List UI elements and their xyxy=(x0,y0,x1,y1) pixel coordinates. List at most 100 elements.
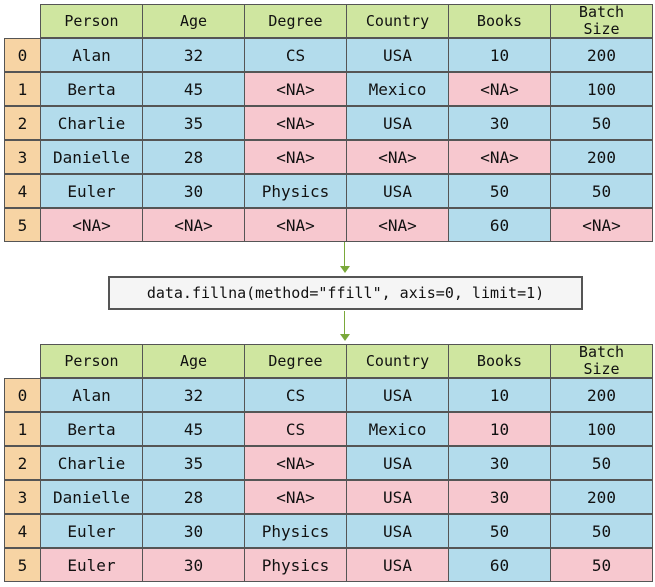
column-header-books: Books xyxy=(448,4,551,38)
code-expression: data.fillna(method="ffill", axis=0, limi… xyxy=(108,276,583,310)
cell-books: 10 xyxy=(448,412,551,446)
cell-country: USA xyxy=(346,106,449,140)
cell-degree: Physics xyxy=(244,548,347,582)
arrow-down-icon xyxy=(340,266,350,273)
row-index: 4 xyxy=(4,514,41,548)
row-index: 2 xyxy=(4,446,41,480)
arrow-down-icon xyxy=(340,334,350,341)
batch-size-line-1: Batch xyxy=(578,343,625,361)
cell-batch-size: 50 xyxy=(550,514,653,548)
cell-age: 32 xyxy=(142,38,245,72)
cell-batch-size: 50 xyxy=(550,106,653,140)
row-index: 3 xyxy=(4,140,41,174)
connector-line-bottom xyxy=(344,311,345,336)
batch-size-line-1: Batch xyxy=(578,3,625,21)
cell-books: 60 xyxy=(448,208,551,242)
cell-age: 30 xyxy=(142,514,245,548)
column-header-age: Age xyxy=(142,4,245,38)
cell-degree: <NA> xyxy=(244,208,347,242)
cell-degree: CS xyxy=(244,38,347,72)
cell-age: 35 xyxy=(142,446,245,480)
row-index: 5 xyxy=(4,208,41,242)
cell-books: 60 xyxy=(448,548,551,582)
row-index: 0 xyxy=(4,378,41,412)
cell-age: 35 xyxy=(142,106,245,140)
cell-country: Mexico xyxy=(346,412,449,446)
column-header-country: Country xyxy=(346,344,449,378)
cell-age: 45 xyxy=(142,72,245,106)
cell-country: Mexico xyxy=(346,72,449,106)
cell-books: 30 xyxy=(448,480,551,514)
column-header-degree: Degree xyxy=(244,4,347,38)
column-header-batch-size: Batch Size xyxy=(550,4,653,38)
cell-books: 10 xyxy=(448,378,551,412)
column-header-person: Person xyxy=(40,344,143,378)
cell-books: 50 xyxy=(448,174,551,208)
cell-country: USA xyxy=(346,480,449,514)
row-index: 0 xyxy=(4,38,41,72)
column-header-person: Person xyxy=(40,4,143,38)
cell-person: Alan xyxy=(40,378,143,412)
cell-age: 45 xyxy=(142,412,245,446)
cell-batch-size: 200 xyxy=(550,378,653,412)
cell-degree: <NA> xyxy=(244,72,347,106)
cell-person: Berta xyxy=(40,412,143,446)
cell-degree: <NA> xyxy=(244,446,347,480)
column-header-country: Country xyxy=(346,4,449,38)
cell-person: Euler xyxy=(40,514,143,548)
cell-degree: CS xyxy=(244,412,347,446)
row-index: 1 xyxy=(4,72,41,106)
cell-books: 10 xyxy=(448,38,551,72)
connector-line-top xyxy=(344,242,345,266)
cell-country: <NA> xyxy=(346,140,449,174)
cell-batch-size: 50 xyxy=(550,174,653,208)
column-header-batch-size: Batch Size xyxy=(550,344,653,378)
cell-batch-size: 50 xyxy=(550,446,653,480)
cell-person: Alan xyxy=(40,38,143,72)
cell-country: USA xyxy=(346,446,449,480)
cell-batch-size: 200 xyxy=(550,38,653,72)
cell-books: <NA> xyxy=(448,140,551,174)
row-index: 1 xyxy=(4,412,41,446)
cell-degree: <NA> xyxy=(244,140,347,174)
column-header-books: Books xyxy=(448,344,551,378)
cell-batch-size: <NA> xyxy=(550,208,653,242)
cell-country: USA xyxy=(346,38,449,72)
cell-age: 30 xyxy=(142,548,245,582)
row-index: 4 xyxy=(4,174,41,208)
batch-size-line-2: Size xyxy=(583,360,620,378)
cell-person: Danielle xyxy=(40,140,143,174)
cell-person: Euler xyxy=(40,174,143,208)
cell-person: Berta xyxy=(40,72,143,106)
cell-country: USA xyxy=(346,378,449,412)
cell-degree: Physics xyxy=(244,514,347,548)
cell-person: Charlie xyxy=(40,106,143,140)
cell-age: 28 xyxy=(142,140,245,174)
cell-batch-size: 200 xyxy=(550,480,653,514)
row-index: 3 xyxy=(4,480,41,514)
cell-books: 50 xyxy=(448,514,551,548)
cell-age: 32 xyxy=(142,378,245,412)
cell-books: 30 xyxy=(448,446,551,480)
cell-batch-size: 50 xyxy=(550,548,653,582)
cell-country: <NA> xyxy=(346,208,449,242)
cell-country: USA xyxy=(346,548,449,582)
batch-size-line-2: Size xyxy=(583,20,620,38)
cell-degree: <NA> xyxy=(244,480,347,514)
cell-batch-size: 200 xyxy=(550,140,653,174)
cell-batch-size: 100 xyxy=(550,72,653,106)
cell-country: USA xyxy=(346,514,449,548)
row-index: 5 xyxy=(4,548,41,582)
cell-person: Euler xyxy=(40,548,143,582)
cell-person: Charlie xyxy=(40,446,143,480)
cell-books: <NA> xyxy=(448,72,551,106)
column-header-degree: Degree xyxy=(244,344,347,378)
cell-age: 28 xyxy=(142,480,245,514)
cell-batch-size: 100 xyxy=(550,412,653,446)
cell-degree: <NA> xyxy=(244,106,347,140)
cell-books: 30 xyxy=(448,106,551,140)
row-index: 2 xyxy=(4,106,41,140)
cell-country: USA xyxy=(346,174,449,208)
cell-age: 30 xyxy=(142,174,245,208)
cell-age: <NA> xyxy=(142,208,245,242)
